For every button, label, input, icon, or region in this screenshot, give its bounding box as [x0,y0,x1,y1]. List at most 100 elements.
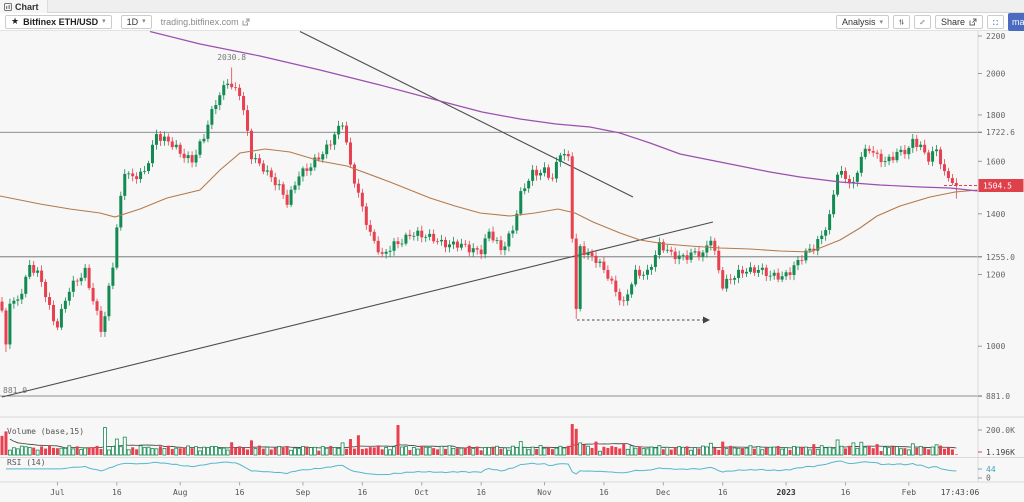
volume-bar [439,445,444,456]
candle-body [645,269,649,275]
volume-bar [732,447,737,456]
tab-chart-label: Chart [15,1,39,12]
volume-bar [23,446,28,456]
candle-body [246,110,250,131]
tab-chart[interactable]: Chart [0,0,48,13]
volume-pane[interactable]: Volume (base,15) [0,424,958,456]
candle-body [261,163,265,172]
volume-bar [206,447,210,456]
volume-bar [114,438,119,456]
platform-link[interactable]: trading.bitfinex.com [161,17,250,27]
time-axis-label: Sep [296,488,311,497]
share-external-icon [969,18,977,26]
volume-bar [863,446,868,456]
volume-bar [44,448,48,455]
market-panel-button[interactable]: mar [1008,13,1024,31]
volume-bar [51,447,55,455]
volume-bar [550,449,554,455]
candle-body [614,280,618,292]
volume-bar [301,446,305,456]
volume-bar [673,447,677,455]
candle-body [642,274,646,276]
chart-area[interactable]: 881.0 2030.8 Volume (base,15) RSI (14) 2200 2… [0,30,1024,502]
candle-body [788,272,792,275]
candle-body [91,287,95,302]
candle-body [75,280,79,282]
candle-body [780,276,784,280]
candle-body [840,170,844,175]
candle-body [950,178,954,184]
volume-bar [273,447,277,455]
candle-body [459,243,463,248]
candle-body [543,167,547,173]
volume-bar [380,449,384,455]
draw-button[interactable] [913,15,931,29]
volume-bar [713,447,717,455]
price-axis[interactable]: 2200 2000 1800 1600 1400 1200 1000 1722.6 1255.0… [978,32,1024,483]
volume-bar [939,445,943,455]
volume-bar [530,446,535,456]
candle-body [891,156,895,161]
time-axis-label: 16 [476,488,486,497]
volume-bar [899,448,903,456]
rsi-pane[interactable]: RSI (14) [7,458,46,467]
volume-bar [827,446,832,456]
time-axis[interactable]: Jul 16 Aug 16 Sep 16 Oct 16 Nov 16 Dec 16 2023 16 Feb 1… [50,482,979,497]
candle-body [729,278,733,280]
volume-bar [871,448,875,455]
volume-bar [661,449,665,455]
volume-pane-label[interactable]: Volume (base,15) [7,427,84,436]
time-axis-label: 2023 [776,488,795,497]
candle-body [752,267,756,273]
volume-bar [685,446,689,455]
volume-bar [87,447,91,455]
candle-body [71,280,75,292]
time-axis-label: Aug [173,488,188,497]
volume-bar [356,435,360,455]
candle-body [590,252,594,256]
candle-body [744,271,748,274]
time-axis-label: 16 [718,488,728,497]
candle-body [214,105,218,110]
volume-bar [506,449,511,456]
time-axis-label: Nov [537,488,552,497]
candle-body [0,301,4,311]
moving-average-purple[interactable] [149,30,979,192]
level-price-label: 881.0 [986,392,1010,401]
candle-body [471,248,475,253]
candles [0,67,958,353]
candle-body [792,265,796,275]
volume-bar [249,440,253,455]
symbol-selector[interactable]: ★ Bitfinex ETH/USD ▾ [5,14,112,29]
candle-body [115,227,119,268]
interval-selector[interactable]: 1D ▾ [120,14,152,29]
descending-trendline[interactable] [299,31,634,198]
volume-bar [503,447,507,456]
candle-body [622,300,626,302]
volume-bar [950,449,954,455]
rsi-pane-label[interactable]: RSI (14) [7,458,46,467]
candle-body [725,278,729,289]
last-price-badge [978,179,1024,193]
rsi-axis-min-label: 0 [986,474,991,483]
volume-bar [570,424,574,455]
rsi-line[interactable] [5,460,957,476]
candle-body [760,267,764,270]
volume-bar [622,443,626,455]
ascending-trendline[interactable] [1,221,714,398]
share-button[interactable]: Share [934,15,983,29]
volume-bar [729,445,733,455]
moving-average-brown[interactable] [0,148,979,253]
analysis-dropdown[interactable]: Analysis ▾ [835,15,889,29]
volume-bar [649,446,654,456]
volume-bar [364,448,368,455]
volume-bar [158,446,162,455]
volume-bar [558,445,563,456]
candle-body [630,284,634,295]
candle-body [804,250,808,261]
indicator-settings-button[interactable] [892,15,910,29]
fullscreen-button[interactable] [987,15,1004,29]
candle-body [483,238,487,255]
tab-strip: Chart [0,0,1024,13]
